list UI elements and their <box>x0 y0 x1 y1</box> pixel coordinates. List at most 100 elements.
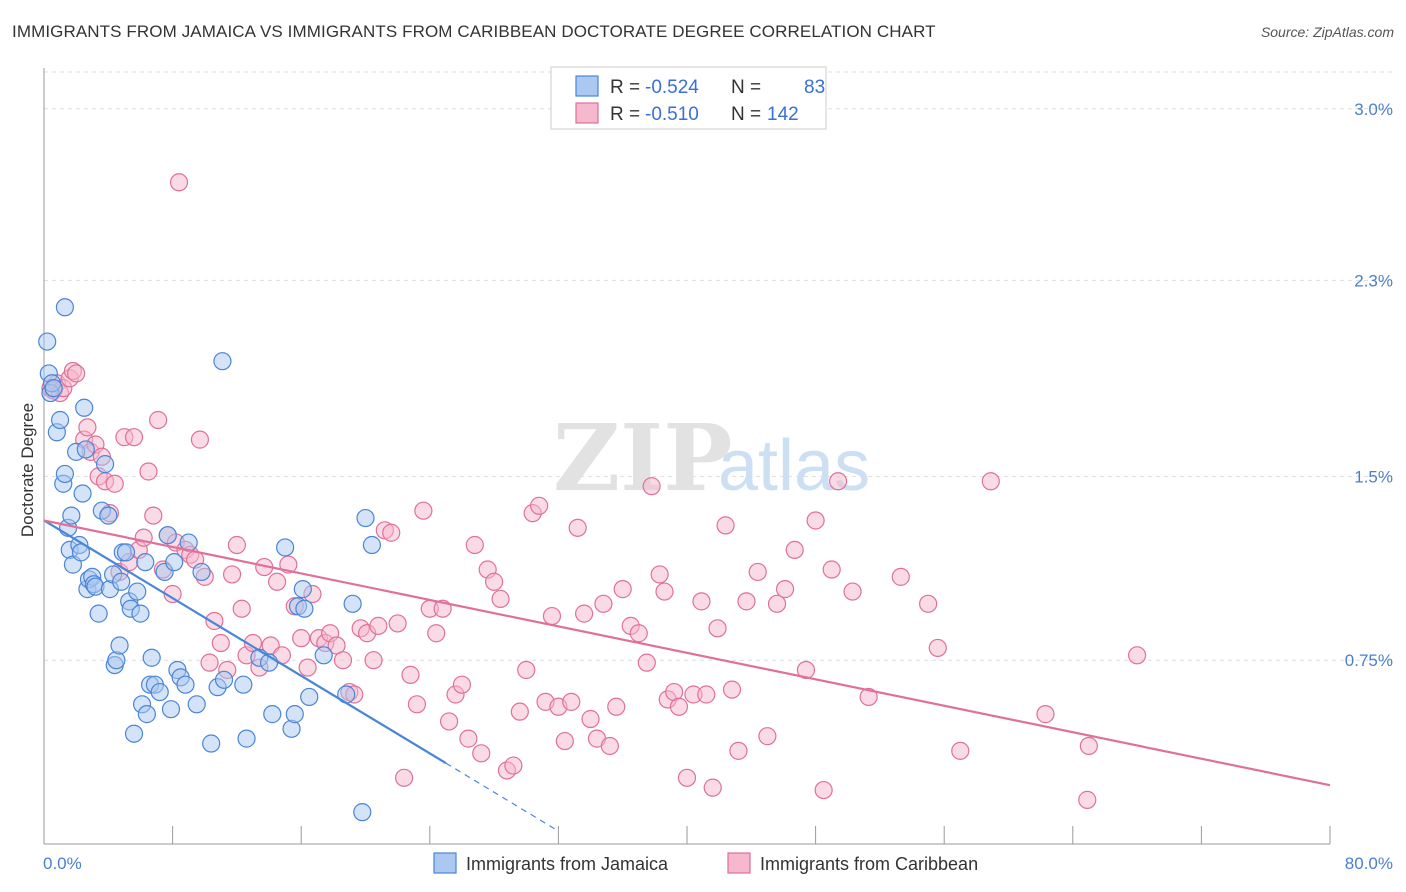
caribbean-point-81 <box>472 744 491 763</box>
jamaica-point-57 <box>187 695 206 714</box>
caribbean-point-139 <box>981 472 1000 491</box>
caribbean-point-41 <box>227 535 246 555</box>
legend-r-label-jamaica: R = <box>610 77 640 98</box>
caribbean-point-42 <box>232 599 251 618</box>
caribbean-point-70 <box>401 665 420 684</box>
jamaica-point-75 <box>314 646 333 665</box>
jamaica-point-59 <box>202 734 221 753</box>
trend-lines <box>43 519 1331 832</box>
caribbean-point-133 <box>843 582 862 601</box>
caribbean-point-136 <box>919 594 938 613</box>
caribbean-point-76 <box>439 712 459 731</box>
y-tick-label-2: 2.3% <box>1354 271 1393 290</box>
caribbean-point-119 <box>716 516 735 535</box>
caribbean-point-124 <box>758 727 777 746</box>
jamaica-point-48 <box>150 682 169 702</box>
grid-lines <box>44 71 1392 661</box>
caribbean-point-95 <box>562 692 581 711</box>
caribbean-point-64 <box>364 651 383 670</box>
jamaica-point-58 <box>192 562 211 582</box>
caribbean-point-127 <box>785 540 804 560</box>
jamaica-trend-line <box>43 519 447 765</box>
legend-n-label-caribbean: N = <box>731 104 761 125</box>
jamaica-point-28 <box>99 506 118 525</box>
caribbean-point-103 <box>613 580 632 599</box>
caribbean-point-80 <box>465 535 484 555</box>
caribbean-point-65 <box>369 616 388 635</box>
jamaica-point-77 <box>343 594 362 613</box>
jamaica-point-43 <box>136 553 155 572</box>
y-tick-label-1: 1.5% <box>1354 467 1393 486</box>
caribbean-point-79 <box>459 729 478 748</box>
jamaica-point-68 <box>276 538 295 557</box>
caribbean-point-97 <box>575 604 594 623</box>
jamaica-point-64 <box>237 729 256 748</box>
jamaica-point-73 <box>295 599 314 618</box>
jamaica-point-69 <box>282 719 301 738</box>
y-tick-label-0: 0.75% <box>1345 651 1393 670</box>
caribbean-point-130 <box>814 780 833 800</box>
jamaica-point-34 <box>112 572 131 591</box>
caribbean-point-74 <box>427 624 446 643</box>
caribbean-point-132 <box>829 472 848 491</box>
caribbean-point-7 <box>67 364 86 383</box>
caribbean-point-59 <box>333 651 353 670</box>
caribbean-point-52 <box>292 629 311 648</box>
jamaica-point-36 <box>116 543 136 562</box>
jamaica-point-61 <box>213 352 232 371</box>
jamaica-point-63 <box>234 675 253 694</box>
caribbean-point-98 <box>581 709 600 729</box>
jamaica-point-4 <box>44 379 63 398</box>
jamaica-point-46 <box>142 648 161 667</box>
bottom-legend-swatch-caribbean <box>727 852 751 874</box>
caribbean-point-78 <box>452 675 472 694</box>
caribbean-point-118 <box>708 619 727 638</box>
jamaica-point-52 <box>165 553 184 572</box>
caribbean-point-22 <box>134 528 153 547</box>
caribbean-point-96 <box>568 518 587 537</box>
jamaica-point-80 <box>362 535 382 555</box>
caribbean-point-115 <box>692 592 711 611</box>
watermark-atlas: atlas <box>718 426 870 506</box>
jamaica-point-6 <box>50 410 70 430</box>
caribbean-point-20 <box>124 428 144 447</box>
caribbean-point-53 <box>298 658 317 677</box>
jamaica-point-51 <box>161 700 181 719</box>
caribbean-point-134 <box>859 687 878 707</box>
caribbean-point-69 <box>394 768 414 787</box>
caribbean-point-142 <box>1078 790 1097 809</box>
legend-n-value-jamaica: 83 <box>804 77 825 98</box>
legend-swatch-caribbean <box>575 102 599 124</box>
x-tick-label-max: 80.0% <box>1345 854 1393 873</box>
jamaica-point-79 <box>356 508 375 528</box>
legend-r-label-caribbean: R = <box>610 104 640 125</box>
jamaica-point-33 <box>110 636 129 655</box>
jamaica-point-41 <box>131 604 150 623</box>
jamaica-point-11 <box>62 506 81 525</box>
jamaica-point-25 <box>89 604 108 623</box>
caribbean-point-48 <box>267 572 287 591</box>
caribbean-point-86 <box>504 756 523 775</box>
caribbean-point-40 <box>222 565 242 584</box>
caribbean-point-92 <box>542 606 562 626</box>
caribbean-point-108 <box>650 565 669 584</box>
legend-n-label-jamaica: N = <box>731 77 761 98</box>
caribbean-point-141 <box>1079 736 1098 756</box>
bottom-legend: Immigrants from Jamaica Immigrants from … <box>433 852 978 874</box>
jamaica-point-0 <box>38 332 57 351</box>
y-axis-title: Doctorate Degree <box>18 403 37 537</box>
caribbean-point-129 <box>806 511 825 530</box>
caribbean-point-84 <box>491 589 510 609</box>
caribbean-point-107 <box>642 477 661 496</box>
jamaica-point-72 <box>293 580 312 599</box>
caribbean-point-24 <box>144 506 163 525</box>
caribbean-point-106 <box>637 653 656 672</box>
caribbean-point-9 <box>78 418 97 437</box>
bottom-legend-swatch-jamaica <box>433 852 457 874</box>
jamaica-point-40 <box>128 582 147 601</box>
caribbean-point-36 <box>200 653 219 672</box>
jamaica-point-55 <box>176 675 195 694</box>
jamaica-point-17 <box>73 484 92 503</box>
caribbean-point-34 <box>190 430 210 449</box>
bottom-legend-label-jamaica: Immigrants from Jamaica <box>466 854 669 874</box>
